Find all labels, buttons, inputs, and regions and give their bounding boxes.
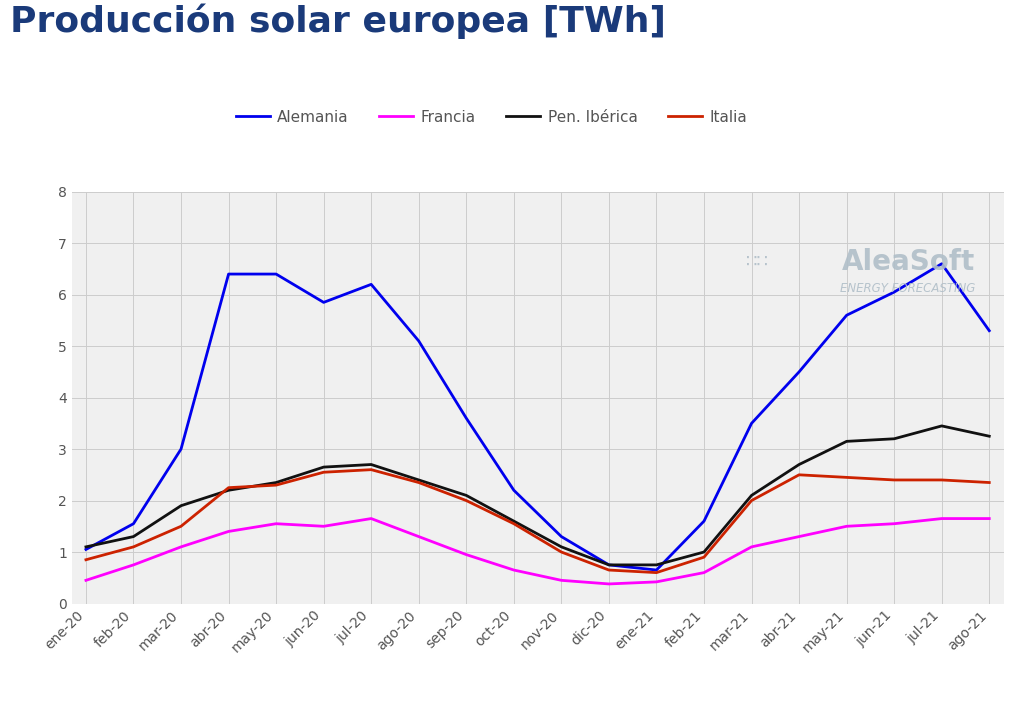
Alemania [80,545,92,554]
Pen. Ibérica [175,501,187,510]
Pen. Ibérica [841,437,853,446]
Italia [508,520,520,528]
Alemania [460,414,472,422]
Francia [650,578,663,586]
Francia [555,576,567,584]
Pen. Ibérica [745,491,758,500]
Legend: Alemania, Francia, Pen. Ibérica, Italia: Alemania, Francia, Pen. Ibérica, Italia [230,104,753,131]
Italia [983,479,995,487]
Pen. Ibérica [508,517,520,525]
Alemania [936,260,948,268]
Pen. Ibérica [697,548,710,557]
Francia [317,522,330,530]
Italia [650,568,663,577]
Italia [270,481,283,489]
Italia [175,522,187,530]
Pen. Ibérica [603,561,615,569]
Italia [603,566,615,574]
Alemania [603,561,615,569]
Francia [365,514,377,523]
Italia [365,466,377,474]
Pen. Ibérica [888,435,900,443]
Italia [222,484,234,492]
Francia [603,579,615,588]
Pen. Ibérica [555,542,567,551]
Alemania [127,520,139,528]
Italia [460,496,472,505]
Alemania [888,288,900,296]
Pen. Ibérica [983,432,995,440]
Italia [936,476,948,484]
Text: ENERGY FORECASTING: ENERGY FORECASTING [840,282,976,295]
Italia [841,473,853,481]
Line: Italia: Italia [86,470,989,572]
Italia [80,555,92,564]
Text: AleaSoft: AleaSoft [843,248,976,275]
Alemania [413,337,425,345]
Italia [697,553,710,562]
Text: Producción solar europea [TWh]: Producción solar europea [TWh] [10,4,667,39]
Alemania [697,517,710,525]
Alemania [555,532,567,541]
Pen. Ibérica [365,460,377,469]
Francia [841,522,853,530]
Text: ∷∷: ∷∷ [745,253,769,271]
Alemania [793,368,805,376]
Italia [555,548,567,557]
Pen. Ibérica [650,561,663,569]
Pen. Ibérica [80,542,92,551]
Pen. Ibérica [413,476,425,484]
Alemania [270,270,283,278]
Alemania [317,298,330,307]
Line: Pen. Ibérica: Pen. Ibérica [86,426,989,565]
Francia [80,576,92,584]
Alemania [365,280,377,288]
Francia [460,550,472,559]
Line: Alemania: Alemania [86,264,989,570]
Italia [127,542,139,551]
Francia [222,527,234,535]
Francia [508,566,520,574]
Alemania [650,566,663,574]
Pen. Ibérica [793,460,805,469]
Pen. Ibérica [270,479,283,487]
Alemania [222,270,234,278]
Italia [745,496,758,505]
Francia [793,532,805,541]
Francia [413,532,425,541]
Francia [983,514,995,523]
Francia [127,561,139,569]
Pen. Ibérica [127,532,139,541]
Alemania [175,444,187,454]
Alemania [983,327,995,335]
Italia [888,476,900,484]
Line: Francia: Francia [86,518,989,584]
Francia [888,520,900,528]
Alemania [508,486,520,494]
Francia [745,542,758,551]
Pen. Ibérica [317,463,330,471]
Francia [270,520,283,528]
Italia [413,479,425,487]
Italia [317,468,330,476]
Francia [175,542,187,551]
Pen. Ibérica [222,486,234,494]
Alemania [841,311,853,320]
Pen. Ibérica [460,491,472,500]
Pen. Ibérica [936,422,948,430]
Alemania [745,419,758,427]
Italia [793,471,805,479]
Francia [936,514,948,523]
Francia [697,568,710,577]
